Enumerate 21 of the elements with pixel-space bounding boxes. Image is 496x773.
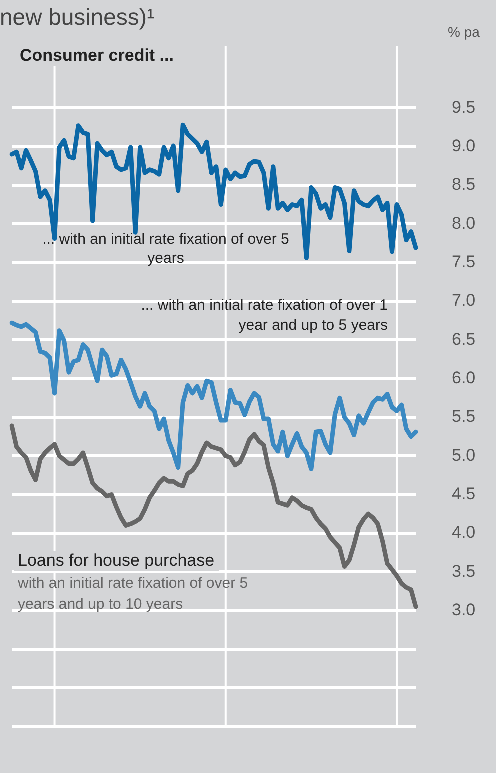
y-tick-label: 9.0 [452, 136, 476, 156]
annotation: Consumer credit ... [16, 46, 178, 66]
y-tick-label: 6.5 [452, 330, 476, 349]
y-tick-label: 7.0 [452, 291, 476, 310]
y-tick-label: 3.0 [452, 600, 476, 620]
y-axis-title: % pa [448, 24, 480, 40]
y-tick-label: 5.5 [452, 407, 476, 426]
y-tick-label: 8.0 [452, 214, 476, 233]
text: with an initial rate fixation of over 5 years and up to 10 years [17, 574, 250, 615]
text: ... with an initial rate fixation of over 1 year and up to 5 years [140, 296, 388, 336]
y-tick-label: 4.0 [452, 523, 476, 542]
y-tick-label: 9.5 [452, 98, 476, 117]
y-tick-label: 7.5 [452, 252, 476, 272]
y-tick-label: 4.5 [452, 484, 476, 504]
y-tick-label: 3.5 [452, 562, 476, 581]
chart-title: new business)¹ [0, 4, 155, 31]
series-label: ... with an initial rate fixation of over 5 years [42, 230, 290, 268]
y-tick-label: 8.5 [452, 175, 476, 194]
y-tick-label: 6.0 [452, 368, 476, 388]
y-tick-label: 5.0 [452, 446, 476, 465]
annotation: Loans for house purchase [14, 551, 219, 571]
